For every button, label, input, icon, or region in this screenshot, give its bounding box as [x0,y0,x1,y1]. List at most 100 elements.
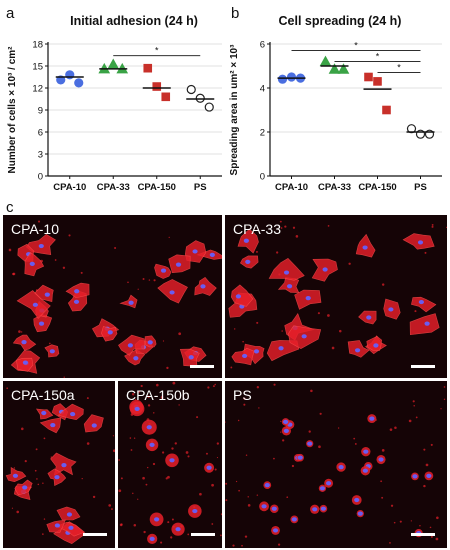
data-point [337,63,350,74]
cell-nucleus [169,290,175,295]
cell [259,501,269,512]
data-point [161,92,171,102]
debris [120,477,123,480]
cell-nucleus [354,497,360,503]
cell-nucleus [134,406,140,412]
debris [147,466,149,469]
cell-body [16,357,34,372]
cell-nucleus [307,441,313,446]
cell-nucleus [188,355,194,360]
debris [390,504,394,507]
micrograph-cells [8,220,222,378]
cell [409,313,440,336]
debris [13,467,16,469]
debris [295,235,299,238]
debris [292,226,296,229]
cell-nucleus [38,321,45,326]
debris [244,535,248,538]
y-tick-label: 4 [260,83,265,94]
debris [419,525,421,527]
cell-nucleus [206,465,212,470]
cell-nucleus [54,523,60,528]
debris [423,448,426,451]
x-tick-label: CPA-33 [97,182,130,193]
debris [54,259,57,261]
cell [271,526,280,535]
debris [431,223,434,226]
micrograph-cells [225,383,446,547]
cell [277,277,300,293]
debris [211,483,214,487]
debris [133,523,137,527]
debris [233,328,236,330]
cell [318,484,327,493]
cell [39,417,62,434]
cell [411,472,419,481]
scale-bar [411,533,435,536]
cell-nucleus [91,423,97,428]
cell [424,471,434,481]
cell [324,478,334,488]
debris [319,412,322,415]
cell [33,314,53,333]
cell-nucleus [426,473,432,478]
cell [358,310,377,325]
debris [280,227,283,229]
debris [153,412,155,414]
debris [130,449,133,451]
cell-nucleus [297,455,303,460]
debris [230,366,233,369]
debris [276,251,279,254]
debris [119,523,123,527]
debris [187,455,190,458]
micrograph-cpa-150b: CPA-150b [118,381,222,548]
data-point [286,72,297,82]
cell [366,336,383,351]
cell-nucleus [54,475,60,480]
debris [225,482,228,485]
data-point [382,105,391,115]
cell-nucleus [32,302,38,307]
cell-nucleus [128,300,134,305]
debris [353,437,356,440]
debris [279,220,282,223]
debris [430,443,433,446]
debris [291,464,295,468]
cell-nucleus [146,425,152,430]
micrograph-cpa-10: CPA-10 [3,215,222,378]
cell-nucleus [319,486,326,491]
debris [235,480,238,483]
cell [296,453,305,462]
debris [174,442,177,445]
scale-bar [190,365,214,368]
cell-nucleus [192,249,198,254]
cell-nucleus [242,353,248,359]
debris [12,272,15,276]
debris [425,463,429,467]
cell [361,447,371,457]
chart-title: Initial adhesion (24 h) [70,14,198,28]
cell [351,495,362,505]
debris [273,457,275,460]
charts-area: a Initial adhesion (24 h) 0 3 6 9 12 15 18 Number… [6,5,442,193]
cell-nucleus [209,252,215,257]
cell-nucleus [357,511,363,516]
cell [311,258,338,282]
micrograph-label: CPA-150b [126,387,190,403]
cell-nucleus [326,481,332,486]
debris [196,416,199,419]
debris [168,236,170,239]
data-point [143,63,153,73]
debris [243,397,246,400]
cell [57,403,84,421]
debris [137,288,139,290]
debris [318,445,321,449]
panel-letter-c: c [6,199,14,216]
debris [216,442,220,445]
debris [247,504,251,507]
debris [327,225,330,227]
debris [237,419,240,422]
debris [171,447,174,450]
debris [162,340,165,342]
debris [80,271,83,274]
